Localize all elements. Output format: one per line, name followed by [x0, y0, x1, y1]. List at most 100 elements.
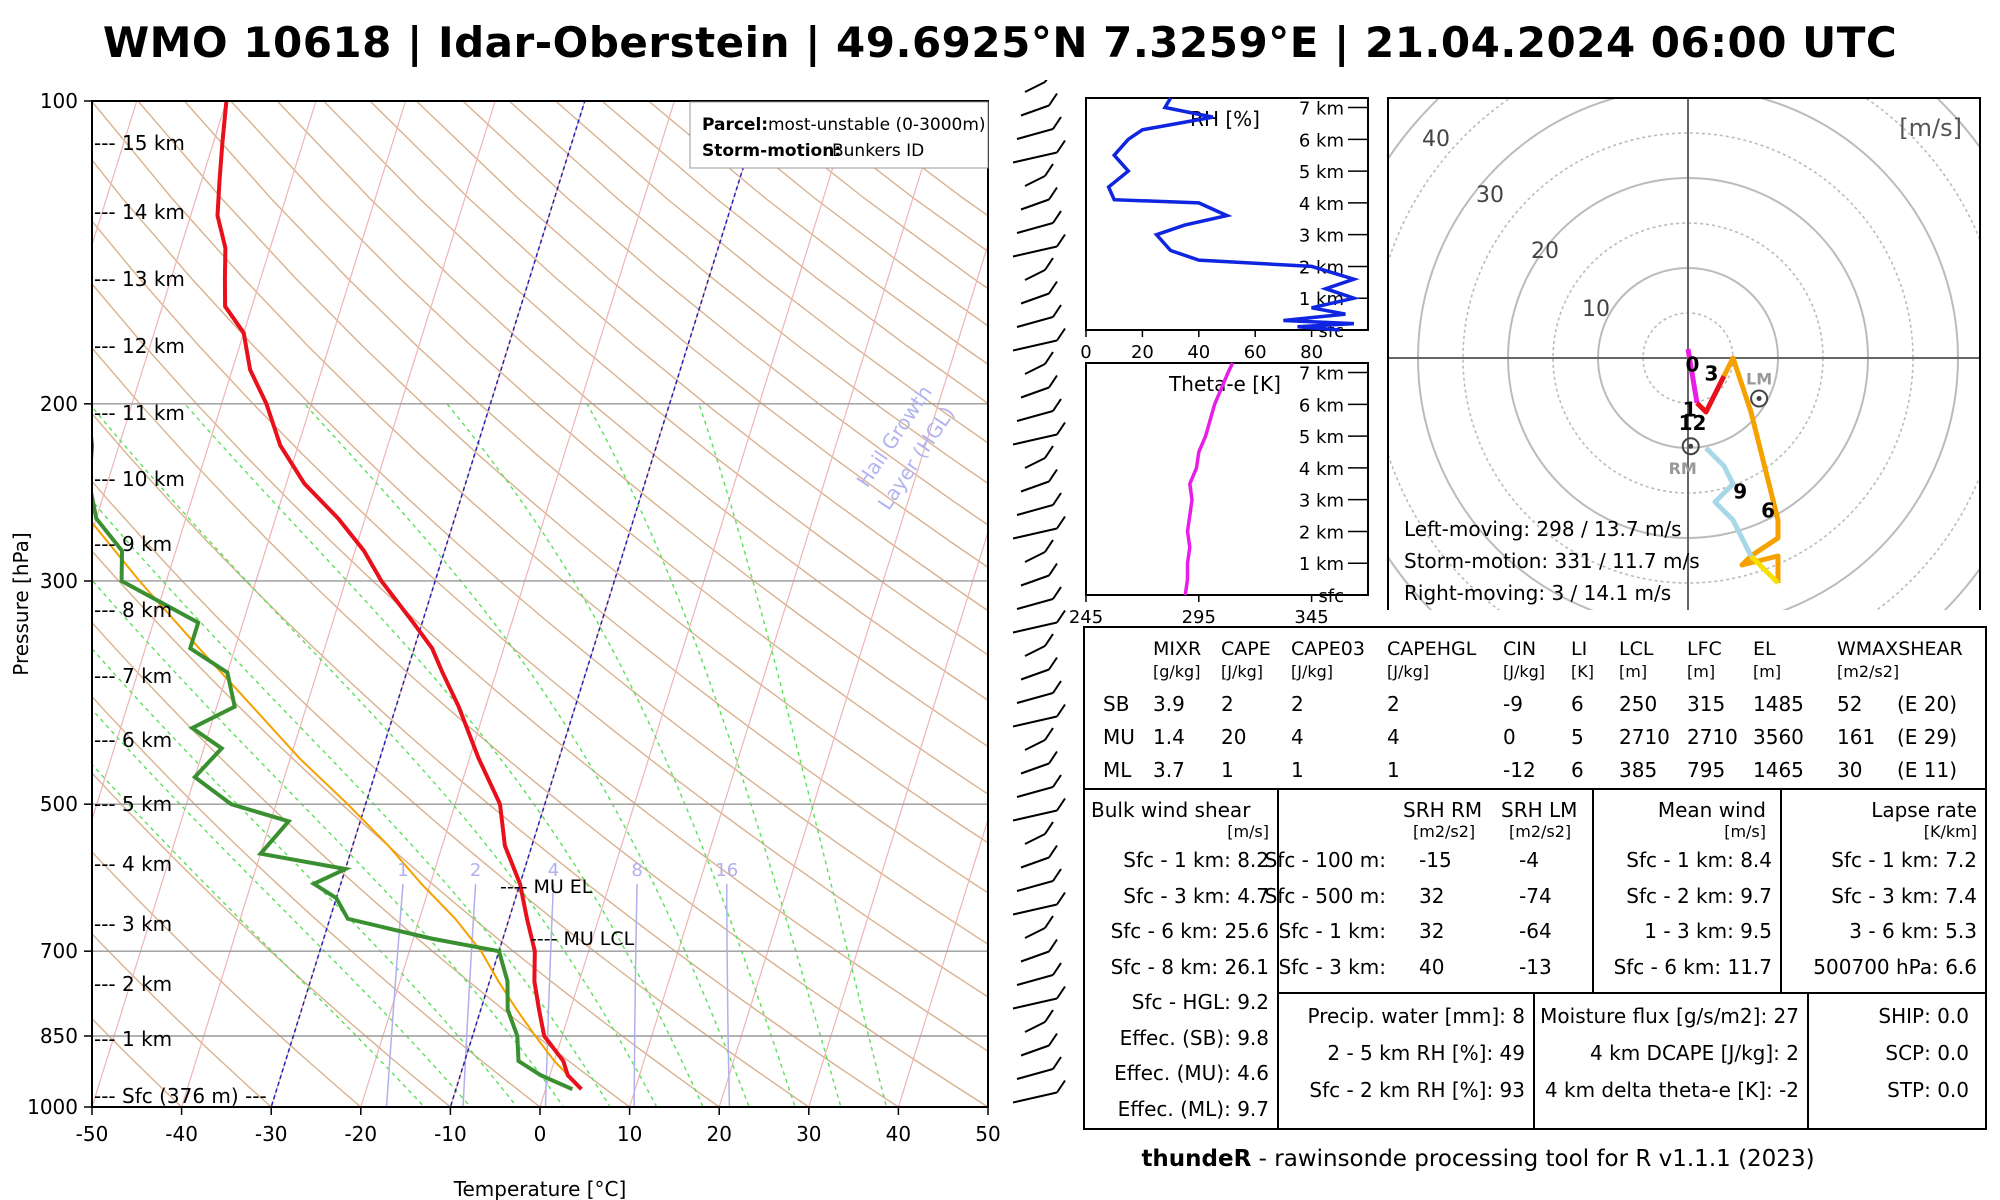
srh-rm-unit: [m2/s2] [1413, 822, 1476, 841]
param-cell: 3.7 [1153, 758, 1185, 782]
param-header-unit: [J/kg] [1387, 662, 1430, 681]
wind-barb [1024, 739, 1046, 751]
lapse-rows-row: 3 - 6 km: 5.3 [1849, 919, 1977, 943]
hodo-ring-label: 10 [1582, 297, 1610, 322]
isotherm [539, 101, 855, 1107]
wind-barb [1016, 692, 1054, 704]
wind-barb [1016, 410, 1054, 422]
wind-barb [1020, 104, 1050, 117]
isotherm [808, 530, 988, 1107]
wind-barb [1016, 880, 1054, 892]
wind-barb [1020, 1044, 1050, 1057]
wind-barb [1020, 950, 1050, 963]
wind-barb [1012, 339, 1058, 352]
moisture-rows-row: 2 - 5 km RH [%]: 49 [1327, 1041, 1525, 1065]
wind-barb [1012, 151, 1058, 164]
th-level-label: 5 km [1299, 427, 1344, 448]
wind-barb-flag [1048, 656, 1058, 671]
wind-barb-flag [1052, 210, 1062, 224]
param-cell: 3.9 [1153, 692, 1185, 716]
srh-rm-value: 40 [1419, 954, 1445, 979]
wind-barb-flag [1048, 750, 1058, 765]
hodo-height-label: 3 [1704, 362, 1718, 386]
isotherm [628, 101, 944, 1107]
param-cell: ML [1103, 758, 1132, 782]
dry-adiabat [92, 101, 988, 894]
shear-rows-row: Sfc - 1 km: 8.2 [1123, 848, 1269, 872]
rh-level-label: 4 km [1299, 194, 1344, 215]
dry-adiabat [787, 101, 988, 253]
wind-barb-flag [1044, 163, 1054, 177]
wind-barb-flag [1048, 844, 1058, 859]
wind-barb [1020, 856, 1050, 869]
height-label: --- 5 km [94, 792, 172, 816]
theta-e-series-line [1183, 362, 1235, 596]
param-header-unit: [m] [1753, 662, 1782, 681]
hodo-ring-label: 40 [1422, 127, 1450, 152]
wind-barb-flag [1052, 774, 1062, 788]
lapse-rows-row: Sfc - 1 km: 7.2 [1831, 848, 1977, 872]
isotherm [897, 817, 988, 1107]
wind-barb [1016, 974, 1054, 986]
param-header-unit: [J/kg] [1221, 662, 1264, 681]
y-tick-label: 700 [40, 939, 78, 963]
hgl-boundary-line [449, 101, 765, 1107]
footer-text: - rawinsonde processing tool for R v1.1.… [1251, 1146, 1815, 1172]
param-header-unit: [m] [1619, 662, 1648, 681]
isotherm [92, 101, 227, 535]
y-tick-label: 850 [40, 1024, 78, 1048]
param-cell: 2 [1291, 692, 1304, 716]
isotherm [718, 242, 988, 1107]
dry-adiabat [230, 101, 988, 748]
skew-t-chart: -50 -40 -30 -20 -10 0 10 20 30 40 50 100 200 300 500 70… [9, 89, 1000, 1200]
param-header: LI [1571, 638, 1588, 660]
param-header-unit: [K] [1571, 662, 1594, 681]
param-cell: 2 [1387, 692, 1400, 716]
wind-barb [1016, 598, 1054, 610]
height-label: --- 13 km [94, 267, 185, 291]
wind-barbs [1012, 80, 1066, 1104]
param-cell: 4 [1387, 725, 1400, 749]
dry-adiabat [92, 932, 273, 1107]
param-cell: 1.4 [1153, 725, 1185, 749]
y-tick-label: 300 [40, 569, 78, 593]
th-level-label: 7 km [1299, 364, 1344, 385]
hodo-lm-dot [1756, 396, 1762, 401]
hodo-stat-storm: Storm-motion: 331 / 11.7 m/s [1404, 549, 1700, 573]
x-tick-label: -50 [76, 1122, 109, 1146]
param-header: CAPE [1221, 638, 1271, 660]
height-label: --- 6 km [94, 728, 172, 752]
param-cell: 315 [1687, 692, 1726, 716]
wind-barb [1020, 198, 1050, 211]
mixing-ratio-line [462, 883, 477, 1107]
y-axis-label: Pressure [hPa] [9, 532, 33, 675]
mixing-ratio-line [633, 883, 638, 1107]
meanwind-rows-row: Sfc - 1 km: 8.4 [1626, 848, 1772, 872]
storm-motion-value: Bunkers ID [832, 141, 924, 161]
x-tick-label: 50 [975, 1122, 1000, 1146]
srh-rm-value: 32 [1419, 883, 1445, 908]
wind-barb-flag [1056, 327, 1066, 342]
dry-adiabat [369, 101, 988, 612]
srh-panel: SRH RM SRH LM [m2/s2] [m2/s2] Sfc - 100 … [1265, 788, 1594, 994]
wind-barb [1012, 245, 1058, 258]
wind-barb [1020, 480, 1050, 493]
wind-barb-flag [1048, 562, 1058, 577]
param-cell: -12 [1503, 758, 1536, 782]
y-tick-label: 100 [40, 89, 78, 113]
height-label: --- 10 km [94, 467, 185, 491]
shear-rows-row: Effec. (ML): 9.7 [1117, 1096, 1269, 1121]
x-tick-label: 20 [706, 1122, 731, 1146]
wind-barb-flag [1056, 891, 1066, 906]
wind-barb [1016, 316, 1054, 328]
composite-panel: SHIP: 0.0 SCP: 0.0 STP: 0.0 [1807, 992, 1987, 1130]
param-cell: 795 [1687, 758, 1726, 782]
th-level-label: sfc [1318, 586, 1344, 607]
dry-adiabat [415, 101, 988, 569]
th-level-label: 3 km [1299, 491, 1344, 512]
dry-adiabat [462, 101, 988, 526]
param-cell: 1 [1291, 758, 1304, 782]
lapse-rate-unit: [K/km] [1923, 822, 1977, 841]
th-level-label: 6 km [1299, 395, 1344, 416]
mu-el-label: ---- MU EL [500, 876, 593, 898]
